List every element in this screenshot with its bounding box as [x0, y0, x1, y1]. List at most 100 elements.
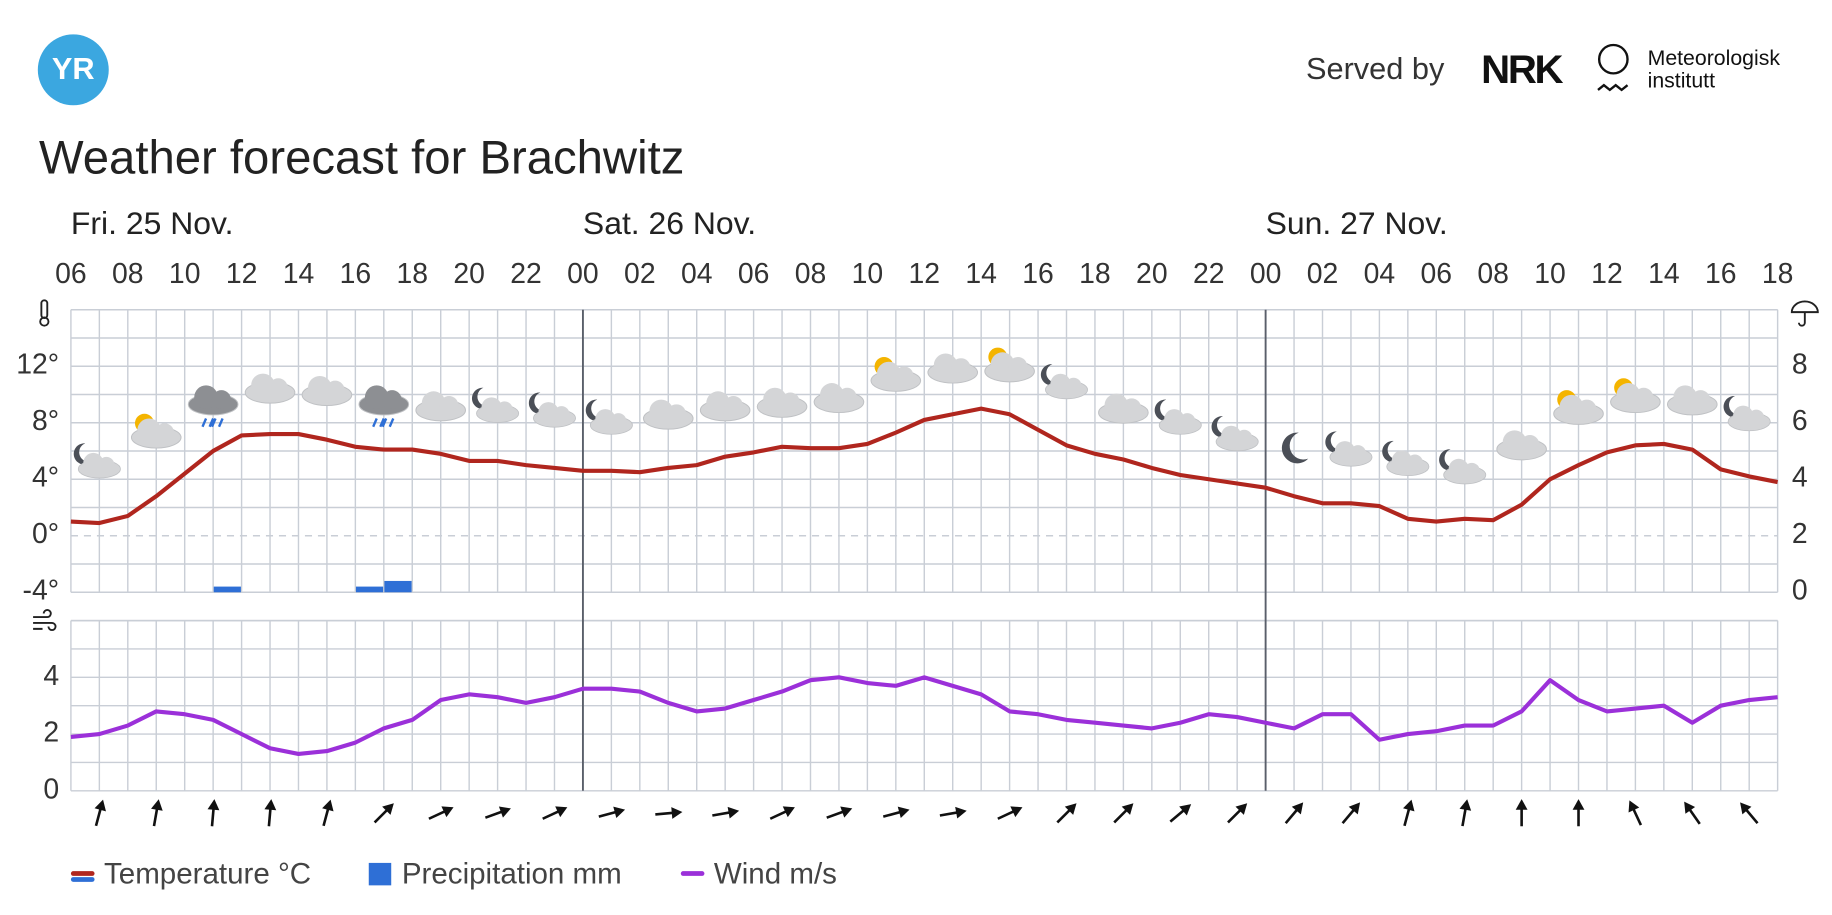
- cloud: [1045, 373, 1088, 400]
- x-tick-label: 04: [681, 258, 713, 290]
- x-tick-label: 08: [112, 258, 144, 290]
- weather-icon: [1667, 385, 1718, 416]
- wind-arrow: [1169, 804, 1192, 823]
- moon: [1211, 416, 1231, 438]
- weather-icon: [1154, 399, 1202, 435]
- cloud-part: [933, 353, 958, 378]
- arrow-head: [382, 803, 394, 815]
- cloud: [1329, 441, 1373, 467]
- wind-arrow: [1572, 799, 1585, 827]
- weather-icon: [1098, 393, 1149, 424]
- cloud: [642, 399, 694, 430]
- precipitation-bar: [384, 580, 412, 593]
- y2-tick-label: 6: [1792, 405, 1808, 437]
- cloud-part: [1008, 357, 1028, 376]
- cloud-part: [364, 385, 389, 410]
- x-tick-label: 10: [169, 258, 201, 290]
- x-tick-label: 06: [1421, 258, 1453, 290]
- y-tick-label: 4°: [32, 462, 59, 494]
- x-tick-label: 22: [510, 258, 542, 290]
- legend-label: Wind m/s: [714, 858, 837, 891]
- x-tick-label: 10: [852, 258, 884, 290]
- cloud: [1098, 393, 1149, 424]
- x-tick-label: 16: [340, 258, 372, 290]
- cloud: [358, 385, 410, 416]
- weather-icon: [642, 399, 694, 430]
- cloud-part: [1691, 390, 1711, 410]
- day-label: Fri. 25 Nov.: [71, 205, 234, 241]
- cloud-part: [1448, 458, 1469, 479]
- cloud: [130, 418, 182, 449]
- cloud-part: [1520, 435, 1540, 454]
- temperature-line: [70, 406, 1779, 526]
- x-tick-label: 08: [795, 258, 827, 290]
- weather-icon: [1325, 431, 1373, 467]
- y2-tick-label: 4: [1792, 462, 1808, 494]
- arrow-head: [441, 806, 454, 818]
- met-name: institutt: [1648, 68, 1715, 92]
- arrow-head: [1459, 799, 1472, 811]
- x-tick-label: 02: [1307, 258, 1339, 290]
- arrow-head: [1628, 800, 1640, 813]
- cloud-part: [1104, 393, 1129, 418]
- arrow-head: [955, 806, 967, 819]
- served-by: Served by: [1306, 51, 1445, 86]
- cloud-part: [155, 423, 174, 443]
- weather-icon: [471, 387, 520, 423]
- weather-icon: [984, 347, 1035, 383]
- weather-icon: [187, 385, 239, 428]
- x-tick-label: 12: [226, 258, 258, 290]
- weather-icon: [358, 385, 410, 428]
- arrow-head: [1515, 799, 1528, 810]
- wind-arrow: [997, 806, 1023, 820]
- moon: [1154, 399, 1174, 421]
- cloud-part: [610, 413, 627, 430]
- arrow-head: [727, 806, 740, 819]
- x-tick-label: 18: [1079, 258, 1111, 290]
- cloud: [301, 375, 353, 406]
- cloud-part: [1391, 450, 1412, 471]
- cloud-part: [325, 380, 345, 400]
- moon: [528, 392, 548, 414]
- cloud-part: [421, 391, 446, 415]
- wind-arrow: [207, 799, 220, 827]
- weather-icon: [813, 383, 865, 414]
- x-tick-label: 16: [1705, 258, 1737, 290]
- wind-icon: [33, 609, 57, 631]
- cloud-part: [382, 390, 402, 410]
- cloud-part: [649, 399, 673, 424]
- cloud: [476, 397, 520, 423]
- weather-icon: [1281, 432, 1309, 464]
- moon: [585, 399, 605, 421]
- cloud-part: [1748, 409, 1765, 426]
- wind-arrow: [1684, 801, 1701, 825]
- x-tick-label: 18: [1762, 258, 1794, 290]
- wind-arrow: [373, 803, 394, 824]
- weather-icon: [1439, 449, 1487, 485]
- cloud-part: [481, 397, 502, 418]
- cloud-part: [763, 387, 787, 412]
- weather-icon: [244, 373, 296, 404]
- cloud-part: [553, 406, 570, 423]
- cloud-part: [308, 375, 332, 400]
- wind-arrow: [712, 806, 740, 819]
- cloud-part: [194, 385, 218, 410]
- weather-icon: [1382, 440, 1430, 477]
- x-tick-label: 20: [453, 258, 485, 290]
- wind-arrow: [1056, 803, 1077, 824]
- legend-item: Precipitation mm: [368, 858, 622, 891]
- wind-arrow: [151, 799, 163, 827]
- legend-label: Temperature °C: [104, 858, 311, 891]
- arrow-head: [322, 799, 334, 812]
- moon: [1281, 432, 1309, 464]
- cloud-part: [820, 383, 844, 407]
- cloud-part: [1463, 462, 1480, 479]
- logo-circle: [37, 34, 109, 106]
- cloud-part: [595, 409, 616, 430]
- cloud-part: [538, 402, 559, 423]
- rain-drop: [201, 418, 215, 428]
- cloud-part: [894, 366, 914, 386]
- y-tick-label: 8°: [32, 405, 59, 437]
- cloud-part: [1236, 429, 1253, 446]
- cloud-part: [1673, 385, 1698, 410]
